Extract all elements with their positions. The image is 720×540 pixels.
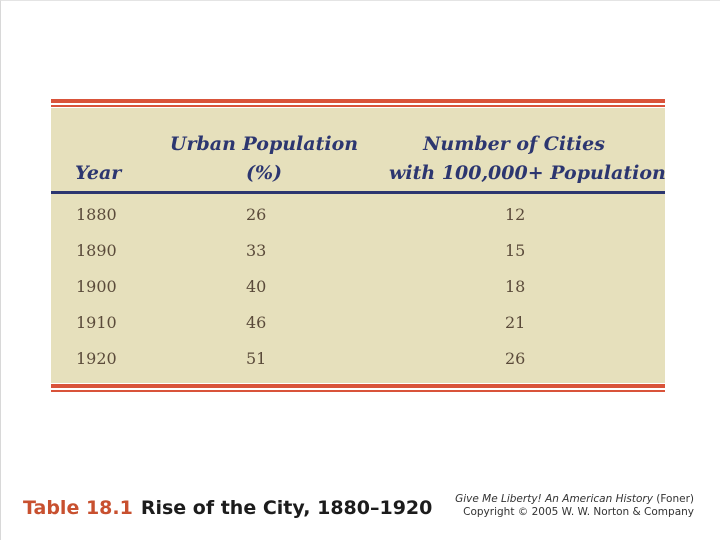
credit-book-title: Give Me Liberty! An American History [455, 493, 653, 505]
header-urban-line1: Urban Population [169, 133, 359, 155]
cell-urban: 46 [246, 313, 267, 332]
header-year: Year [75, 162, 122, 184]
cell-year: 1920 [76, 349, 117, 368]
bottom-rule-thin [51, 390, 665, 392]
cell-urban: 40 [246, 277, 267, 296]
caption-number: Table 18.1 [23, 497, 133, 519]
bottom-rule [51, 384, 665, 388]
header-number-of-cities: Number of Cities with 100,000+ Populatio… [389, 130, 666, 188]
caption-title: Rise of the City, 1880–1920 [140, 497, 433, 519]
cell-urban: 33 [246, 241, 267, 260]
cell-year: 1890 [76, 241, 117, 260]
header-cities-line2: with 100,000+ Population [389, 162, 666, 184]
data-table: Year Urban Population (%) Number of Citi… [51, 99, 666, 394]
credit-copyright: Copyright © 2005 W. W. Norton & Company [463, 506, 694, 518]
cell-cities: 18 [505, 277, 526, 296]
source-credit: Give Me Liberty! An American History (Fo… [434, 493, 694, 519]
credit-line1: Give Me Liberty! An American History (Fo… [434, 493, 694, 506]
cell-cities: 26 [505, 349, 526, 368]
cell-cities: 21 [505, 313, 526, 332]
header-urban-population: Urban Population (%) [169, 130, 359, 188]
header-divider [51, 191, 665, 194]
cell-urban: 51 [246, 349, 267, 368]
cell-cities: 12 [505, 205, 526, 224]
header-cities-line1: Number of Cities [423, 133, 605, 155]
cell-year: 1910 [76, 313, 117, 332]
credit-author: (Foner) [652, 493, 694, 505]
header-urban-line2: (%) [245, 162, 283, 184]
cell-year: 1900 [76, 277, 117, 296]
top-rule [51, 99, 665, 103]
table-caption: Table 18.1 Rise of the City, 1880–1920 [23, 497, 432, 519]
top-rule-thin [51, 105, 665, 107]
cell-urban: 26 [246, 205, 267, 224]
cell-cities: 15 [505, 241, 526, 260]
table-background: Year Urban Population (%) Number of Citi… [51, 108, 666, 383]
cell-year: 1880 [76, 205, 117, 224]
